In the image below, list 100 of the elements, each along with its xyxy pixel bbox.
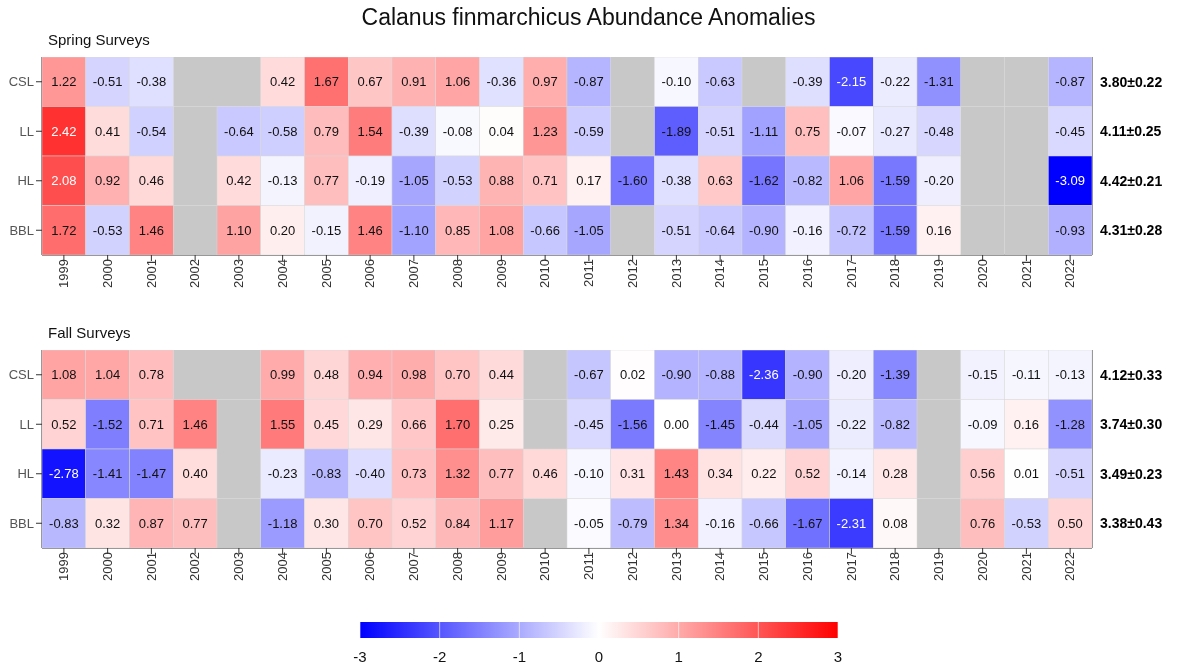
y2-tick-label: 3.80±0.22 [1100, 73, 1163, 90]
y-tick-label: CSL [8, 367, 34, 383]
x-tick-label: 2001 [143, 259, 159, 288]
data-label: -0.53 [92, 222, 123, 238]
data-label: -0.45 [574, 416, 604, 432]
x-tick-label: 2002 [187, 552, 203, 581]
x-tick-label: 2016 [799, 259, 815, 288]
data-label: -0.15 [967, 367, 998, 383]
data-label: -0.22 [880, 74, 910, 90]
data-label: -0.66 [749, 515, 779, 531]
y2-tick-label: 4.31±0.28 [1100, 222, 1163, 239]
data-label: 0.52 [401, 515, 427, 531]
data-label: -0.67 [574, 367, 604, 383]
x-tick-label: 2003 [231, 552, 247, 581]
data-label: -1.59 [880, 173, 910, 189]
data-label: -0.51 [661, 222, 692, 238]
data-label: 0.76 [969, 515, 996, 531]
data-label: 0.71 [138, 416, 165, 432]
data-label: 0.48 [313, 367, 340, 383]
data-label: -0.22 [836, 416, 867, 432]
data-label: 1.46 [357, 222, 383, 238]
data-label: 0.85 [444, 222, 471, 238]
data-label: 0.77 [313, 173, 340, 189]
x-tick-label: 2006 [362, 259, 378, 288]
data-label: 0.31 [619, 466, 646, 482]
color-bar-label: 2 [754, 648, 763, 665]
data-label: 0.25 [488, 416, 515, 432]
y2-tick-label: 3.74±0.30 [1100, 416, 1163, 433]
data-label: -1.05 [792, 416, 823, 432]
data-label: 0.29 [357, 416, 383, 432]
data-label: -0.59 [574, 123, 604, 139]
data-label: -0.27 [880, 123, 910, 139]
data-label: 0.77 [488, 466, 515, 482]
data-label: 0.02 [619, 367, 646, 383]
data-label: -0.19 [355, 173, 385, 189]
data-label: -0.14 [836, 466, 867, 482]
y2-tick-label: 4.42±0.21 [1100, 172, 1163, 189]
x-tick-label: 2012 [624, 259, 640, 288]
x-tick-label: 2019 [931, 552, 947, 581]
x-tick-label: 2020 [974, 259, 990, 288]
data-label: -3.09 [1055, 173, 1085, 189]
data-label: 0.04 [488, 123, 515, 139]
data-label: -0.93 [1055, 222, 1085, 238]
data-label: 0.52 [51, 416, 77, 432]
data-label: -1.31 [924, 74, 954, 90]
data-label: 1.22 [51, 74, 77, 90]
data-label: -0.90 [792, 367, 823, 383]
data-label: -0.83 [311, 466, 342, 482]
y-tick-label: LL [19, 416, 34, 432]
y-tick-label: BBL [9, 222, 34, 238]
data-label: 1.10 [226, 222, 252, 238]
data-label: 0.71 [532, 173, 558, 189]
data-label: 1.08 [488, 222, 515, 238]
data-label: -0.10 [661, 74, 692, 90]
data-label: -0.15 [311, 222, 342, 238]
data-label: -0.09 [967, 416, 998, 432]
data-label: -2.78 [49, 466, 79, 482]
data-label: 0.84 [444, 515, 471, 531]
data-label: 0.46 [532, 466, 558, 482]
color-bar-label: 1 [674, 648, 683, 665]
data-label: -1.60 [617, 173, 648, 189]
data-label: 0.97 [532, 74, 558, 90]
x-tick-label: 2007 [406, 552, 422, 581]
color-bar-label: -2 [432, 648, 447, 665]
y-tick-label: HL [17, 466, 34, 482]
data-label: 2.42 [51, 123, 77, 139]
data-label: -0.48 [924, 123, 954, 139]
data-label: 0.70 [444, 367, 471, 383]
data-label: -0.38 [136, 74, 167, 90]
x-tick-label: 2013 [668, 552, 684, 581]
data-label: -0.45 [1055, 123, 1085, 139]
data-label: 0.08 [882, 515, 908, 531]
data-label: -1.41 [92, 466, 123, 482]
data-label: -0.54 [136, 123, 167, 139]
data-label: 0.99 [269, 367, 296, 383]
x-tick-label: 2011 [581, 552, 597, 580]
data-label: -0.90 [749, 222, 779, 238]
data-label: 0.01 [1013, 466, 1040, 482]
data-label: -1.52 [92, 416, 123, 432]
data-label: 0.50 [1057, 515, 1083, 531]
x-tick-label: 2005 [318, 552, 334, 581]
x-tick-label: 2022 [1062, 552, 1078, 581]
x-tick-label: 2014 [712, 552, 728, 581]
data-label: 0.17 [576, 173, 602, 189]
data-label: 0.52 [794, 466, 821, 482]
data-label: -0.88 [705, 367, 735, 383]
data-label: -0.16 [792, 222, 823, 238]
data-label: -0.82 [880, 416, 910, 432]
x-tick-label: 2008 [449, 552, 465, 581]
chart-subtitle: Fall Surveys [48, 324, 131, 341]
data-label: -0.90 [661, 367, 692, 383]
x-tick-label: 2010 [537, 552, 553, 581]
data-label: 0.16 [926, 222, 952, 238]
data-label: 0.28 [882, 466, 908, 482]
y2-tick-label: 3.38±0.43 [1100, 515, 1163, 532]
data-label: -1.45 [705, 416, 735, 432]
x-tick-label: 2015 [756, 552, 772, 581]
data-label: 1.67 [313, 74, 340, 90]
data-label: -0.79 [617, 515, 648, 531]
data-label: 2.08 [51, 173, 77, 189]
